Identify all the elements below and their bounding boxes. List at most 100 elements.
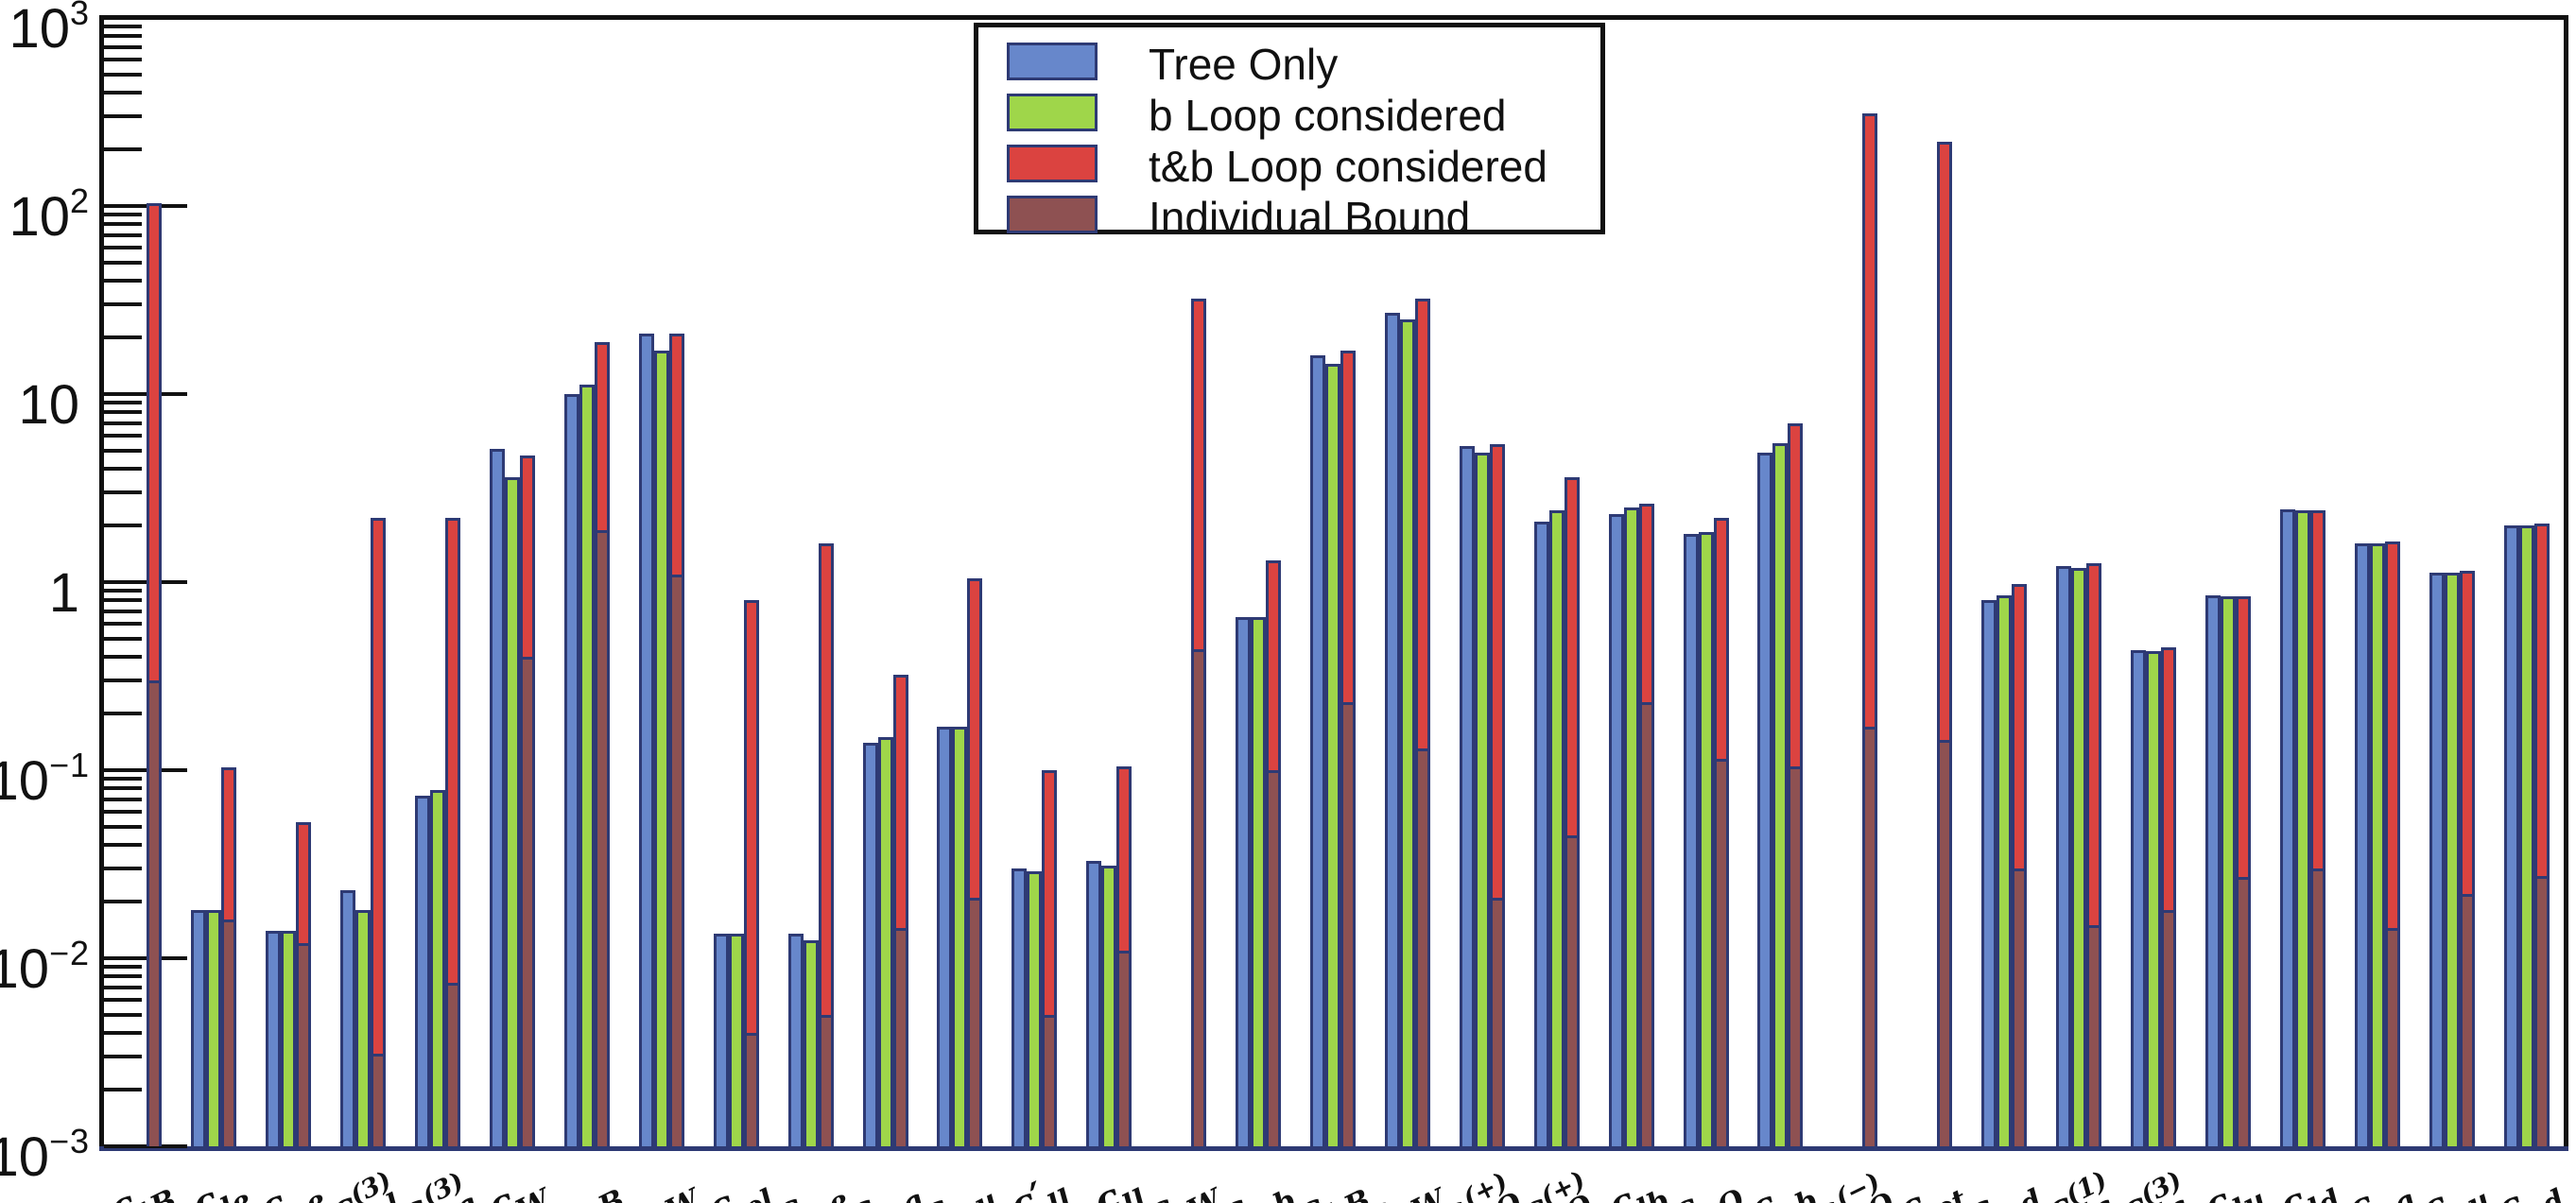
bar-individual-bound bbox=[1638, 702, 1654, 1146]
bar-individual-bound bbox=[594, 529, 610, 1146]
y-tick-label: 10 bbox=[18, 374, 79, 436]
y-major-tick bbox=[104, 580, 187, 584]
bar-tree-only bbox=[713, 934, 729, 1146]
bar-b-loop bbox=[877, 736, 893, 1146]
y-minor-tick bbox=[104, 786, 142, 791]
y-minor-tick bbox=[104, 91, 142, 95]
legend-label: Individual Bound bbox=[1149, 193, 1471, 242]
y-minor-tick bbox=[104, 636, 142, 641]
bar-tree-only bbox=[2279, 508, 2295, 1146]
bar-individual-bound bbox=[2012, 868, 2028, 1146]
y-minor-tick bbox=[104, 867, 142, 871]
bar-tree-only bbox=[490, 449, 505, 1146]
y-minor-tick bbox=[104, 232, 142, 237]
y-minor-tick bbox=[104, 72, 142, 77]
y-minor-tick bbox=[104, 679, 142, 683]
y-major-tick bbox=[104, 1144, 187, 1148]
bar-b-loop bbox=[579, 385, 595, 1146]
y-minor-tick bbox=[104, 1055, 142, 1059]
y-major-tick bbox=[104, 204, 187, 208]
bar-b-loop bbox=[1772, 442, 1789, 1146]
bar-tree-only bbox=[1981, 600, 1997, 1146]
bar-individual-bound bbox=[1564, 835, 1580, 1146]
x-axis-line bbox=[99, 1146, 2568, 1151]
bar-tree-only bbox=[1757, 452, 1773, 1146]
y-minor-tick bbox=[104, 797, 142, 801]
bar-individual-bound bbox=[668, 574, 684, 1146]
bar-tree-only bbox=[2131, 649, 2146, 1146]
bar-b-loop bbox=[1101, 866, 1117, 1146]
b-loop-swatch bbox=[1007, 94, 1098, 131]
bar-tree-only bbox=[2204, 595, 2221, 1146]
bar-individual-bound bbox=[1862, 727, 1878, 1146]
bar-b-loop bbox=[1251, 617, 1267, 1146]
bar-individual-bound bbox=[1191, 648, 1207, 1146]
y-tick-label: 103 bbox=[9, 0, 90, 60]
y-minor-tick bbox=[104, 810, 142, 815]
y-minor-tick bbox=[104, 58, 142, 62]
y-axis-line bbox=[99, 15, 104, 1151]
bar-b-loop bbox=[1474, 452, 1490, 1146]
y-minor-tick bbox=[104, 998, 142, 1003]
bar-tree-only bbox=[266, 930, 282, 1146]
bar-b-loop bbox=[952, 727, 968, 1146]
bar-tb-loop bbox=[743, 600, 759, 1146]
y-minor-tick bbox=[104, 490, 142, 495]
bar-b-loop bbox=[1997, 595, 2013, 1146]
y-minor-tick bbox=[104, 824, 142, 829]
y-minor-tick bbox=[104, 147, 142, 152]
bar-b-loop bbox=[2071, 567, 2087, 1146]
bar-individual-bound bbox=[2459, 893, 2475, 1146]
tb-loop-swatch bbox=[1007, 145, 1098, 182]
y-minor-tick bbox=[104, 25, 142, 29]
y-minor-tick bbox=[104, 598, 142, 603]
y-minor-tick bbox=[104, 44, 142, 49]
y-minor-tick bbox=[104, 965, 142, 970]
y-tick-label: 10−3 bbox=[0, 1122, 90, 1188]
bar-individual-bound bbox=[2384, 927, 2400, 1146]
bar-individual-bound bbox=[2235, 877, 2251, 1146]
bar-b-loop bbox=[653, 351, 669, 1146]
y-minor-tick bbox=[104, 448, 142, 453]
y-minor-tick bbox=[104, 213, 142, 217]
bar-tree-only bbox=[415, 796, 431, 1146]
bar-individual-bound bbox=[1042, 1014, 1058, 1146]
bar-individual-bound bbox=[1489, 897, 1505, 1146]
bar-tree-only bbox=[1683, 534, 1699, 1146]
y-minor-tick bbox=[104, 985, 142, 989]
y-major-tick bbox=[104, 956, 187, 960]
y-minor-tick bbox=[104, 302, 142, 307]
y-minor-tick bbox=[104, 222, 142, 227]
bar-tb-loop bbox=[818, 543, 834, 1146]
y-minor-tick bbox=[104, 401, 142, 405]
bar-b-loop bbox=[2518, 525, 2534, 1146]
y-minor-tick bbox=[104, 467, 142, 472]
bar-b-loop bbox=[803, 939, 819, 1146]
y-tick-label: 10−1 bbox=[0, 746, 90, 812]
bar-individual-bound bbox=[1414, 748, 1430, 1146]
individual-bound-swatch bbox=[1007, 196, 1098, 233]
y-minor-tick bbox=[104, 655, 142, 660]
bar-individual-bound bbox=[221, 919, 237, 1146]
bar-individual-bound bbox=[296, 943, 312, 1146]
bar-individual-bound bbox=[892, 927, 908, 1146]
y-minor-tick bbox=[104, 434, 142, 438]
y-major-tick bbox=[104, 392, 187, 396]
bar-b-loop bbox=[1325, 363, 1340, 1146]
y-minor-tick bbox=[104, 1012, 142, 1017]
bar-b-loop bbox=[2444, 573, 2460, 1146]
y-minor-tick bbox=[104, 260, 142, 265]
bar-individual-bound bbox=[2161, 910, 2176, 1146]
bar-b-loop bbox=[1399, 318, 1415, 1146]
bar-tree-only bbox=[1236, 617, 1252, 1146]
y-minor-tick bbox=[104, 1031, 142, 1036]
bar-tree-only bbox=[1086, 860, 1102, 1146]
bar-b-loop bbox=[2146, 650, 2161, 1146]
bar-individual-bound bbox=[147, 680, 163, 1146]
bar-individual-bound bbox=[1788, 765, 1804, 1146]
bar-tree-only bbox=[1459, 445, 1475, 1146]
bar-b-loop bbox=[505, 477, 520, 1146]
bar-individual-bound bbox=[1340, 702, 1356, 1146]
y-minor-tick bbox=[104, 974, 142, 979]
